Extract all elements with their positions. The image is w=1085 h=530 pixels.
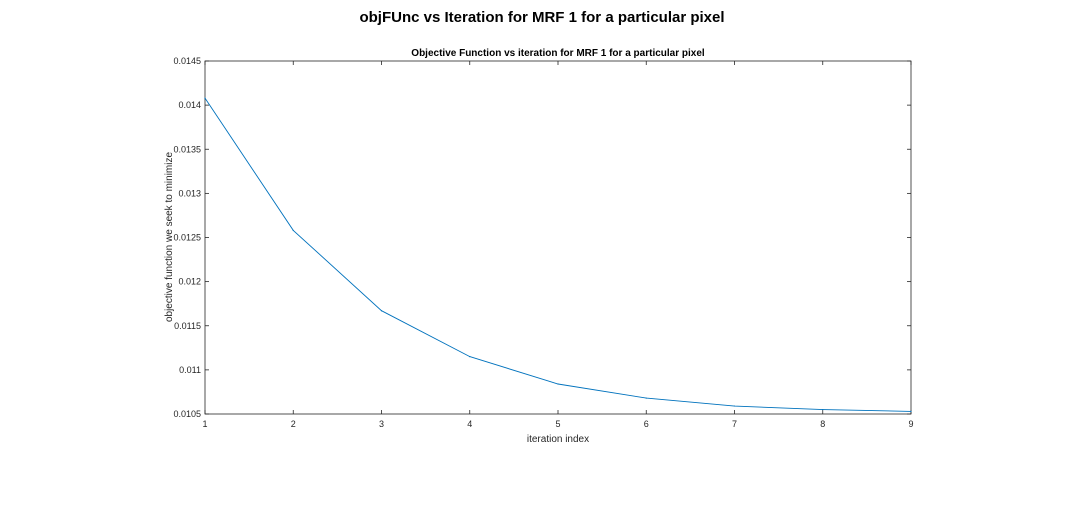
data-point — [204, 97, 206, 99]
x-tick-label: 5 — [555, 419, 560, 429]
y-tick-label: 0.0125 — [173, 233, 201, 243]
x-tick-label: 4 — [467, 419, 472, 429]
figure-title: objFUnc vs Iteration for MRF 1 for a par… — [359, 9, 724, 26]
x-tick-label: 9 — [908, 419, 913, 429]
data-point — [557, 383, 559, 385]
series-layer — [204, 97, 912, 412]
x-tick-label: 7 — [732, 419, 737, 429]
y-tick-label: 0.011 — [179, 365, 201, 375]
y-tick-label: 0.012 — [178, 277, 201, 287]
data-point — [910, 410, 912, 412]
y-tick-label: 0.0105 — [173, 409, 201, 419]
axes-box — [204, 60, 912, 415]
y-tick-label: 0.0145 — [173, 56, 201, 66]
x-tick-label: 3 — [379, 419, 384, 429]
plot-area — [204, 60, 912, 415]
y-axis: 0.0105 0.011 0.0115 0.012 0.0125 0.013 0.0135 0… — [173, 56, 911, 419]
y-tick-label: 0.0115 — [174, 321, 201, 331]
data-point — [645, 397, 647, 399]
x-tick-label: 2 — [291, 419, 296, 429]
x-axis: 1 2 3 4 5 6 7 8 9 — [202, 61, 914, 429]
data-point — [292, 229, 294, 232]
data-point — [822, 408, 824, 411]
data-point — [469, 356, 471, 358]
y-tick-label: 0.0135 — [173, 144, 201, 154]
x-tick-label: 6 — [644, 419, 649, 429]
data-point — [733, 405, 736, 407]
y-tick-label: 0.014 — [178, 100, 201, 110]
x-tick-label: 1 — [202, 419, 207, 429]
x-tick-label: 8 — [820, 419, 825, 429]
x-axis-label: iteration index — [527, 434, 589, 445]
data-point — [380, 310, 383, 312]
chart-title: Objective Function vs iteration for MRF … — [411, 48, 705, 59]
y-tick-label: 0.013 — [178, 188, 201, 198]
y-axis-label: objective function we seek to minimize — [164, 152, 175, 323]
